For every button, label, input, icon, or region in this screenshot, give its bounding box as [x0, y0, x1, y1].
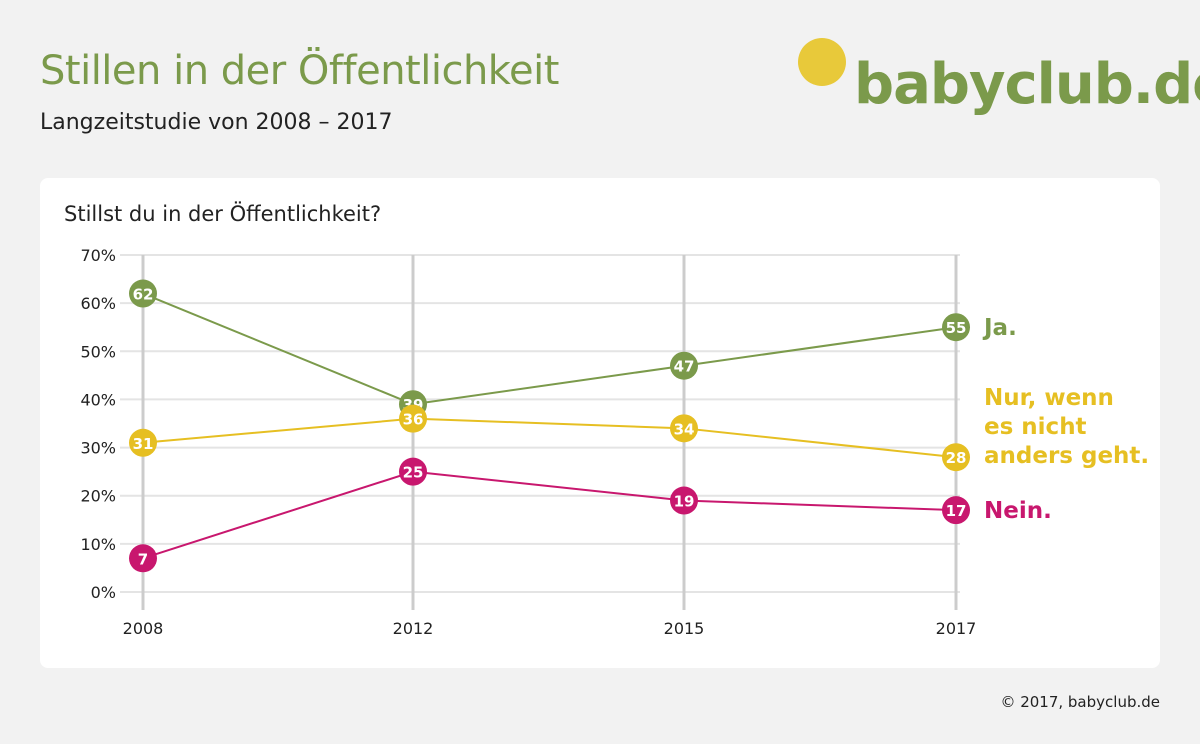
y-tick-label: 30% — [80, 439, 116, 458]
data-point — [942, 313, 970, 342]
y-tick-label: 70% — [80, 246, 116, 265]
data-label: 34 — [674, 420, 695, 438]
y-tick-label: 50% — [80, 342, 116, 361]
legend-label: Nein. — [984, 498, 1052, 524]
data-point — [942, 496, 970, 525]
data-point — [670, 486, 698, 515]
data-label: 31 — [133, 435, 154, 453]
series-line — [142, 470, 957, 560]
y-tick-label: 0% — [91, 583, 116, 602]
data-point — [399, 404, 427, 433]
data-label: 7 — [138, 550, 148, 568]
chart-card — [40, 178, 1160, 668]
data-label: 55 — [946, 319, 967, 337]
legend-label: Nur, wenn — [984, 385, 1114, 411]
data-label: 62 — [133, 286, 154, 304]
series-line — [142, 292, 957, 406]
x-tick-label: 2008 — [123, 619, 164, 638]
data-label: 36 — [403, 411, 424, 429]
data-label: 19 — [674, 493, 695, 511]
page-title: Stillen in der Öffentlichkeit — [40, 48, 559, 94]
data-point — [399, 457, 427, 486]
y-tick-label: 20% — [80, 487, 116, 506]
legend-label: es nicht — [984, 414, 1087, 440]
x-tick-label: 2012 — [393, 619, 434, 638]
data-label: 17 — [946, 502, 967, 520]
data-point — [129, 428, 157, 457]
data-label: 47 — [674, 358, 695, 376]
series-line — [142, 417, 957, 459]
copyright: © 2017, babyclub.de — [1000, 693, 1160, 711]
legend-label: anders geht. — [984, 443, 1149, 469]
data-label: 28 — [946, 449, 967, 467]
data-label: 25 — [403, 464, 424, 482]
data-point — [670, 414, 698, 443]
data-point — [942, 443, 970, 472]
chart-title: Stillst du in der Öffentlichkeit? — [64, 202, 382, 226]
x-tick-label: 2015 — [664, 619, 705, 638]
page-subtitle: Langzeitstudie von 2008 – 2017 — [40, 110, 393, 135]
legend-label: Ja. — [982, 315, 1017, 341]
data-point — [670, 351, 698, 380]
y-tick-label: 40% — [80, 390, 116, 409]
logo-mark-icon — [798, 38, 846, 86]
y-tick-label: 60% — [80, 294, 116, 313]
data-point — [129, 279, 157, 308]
logo-text: babyclub.de — [854, 52, 1200, 117]
data-point — [129, 544, 157, 573]
logo: babyclub.de — [798, 38, 1200, 128]
x-tick-label: 2017 — [936, 619, 977, 638]
y-tick-label: 10% — [80, 535, 116, 554]
